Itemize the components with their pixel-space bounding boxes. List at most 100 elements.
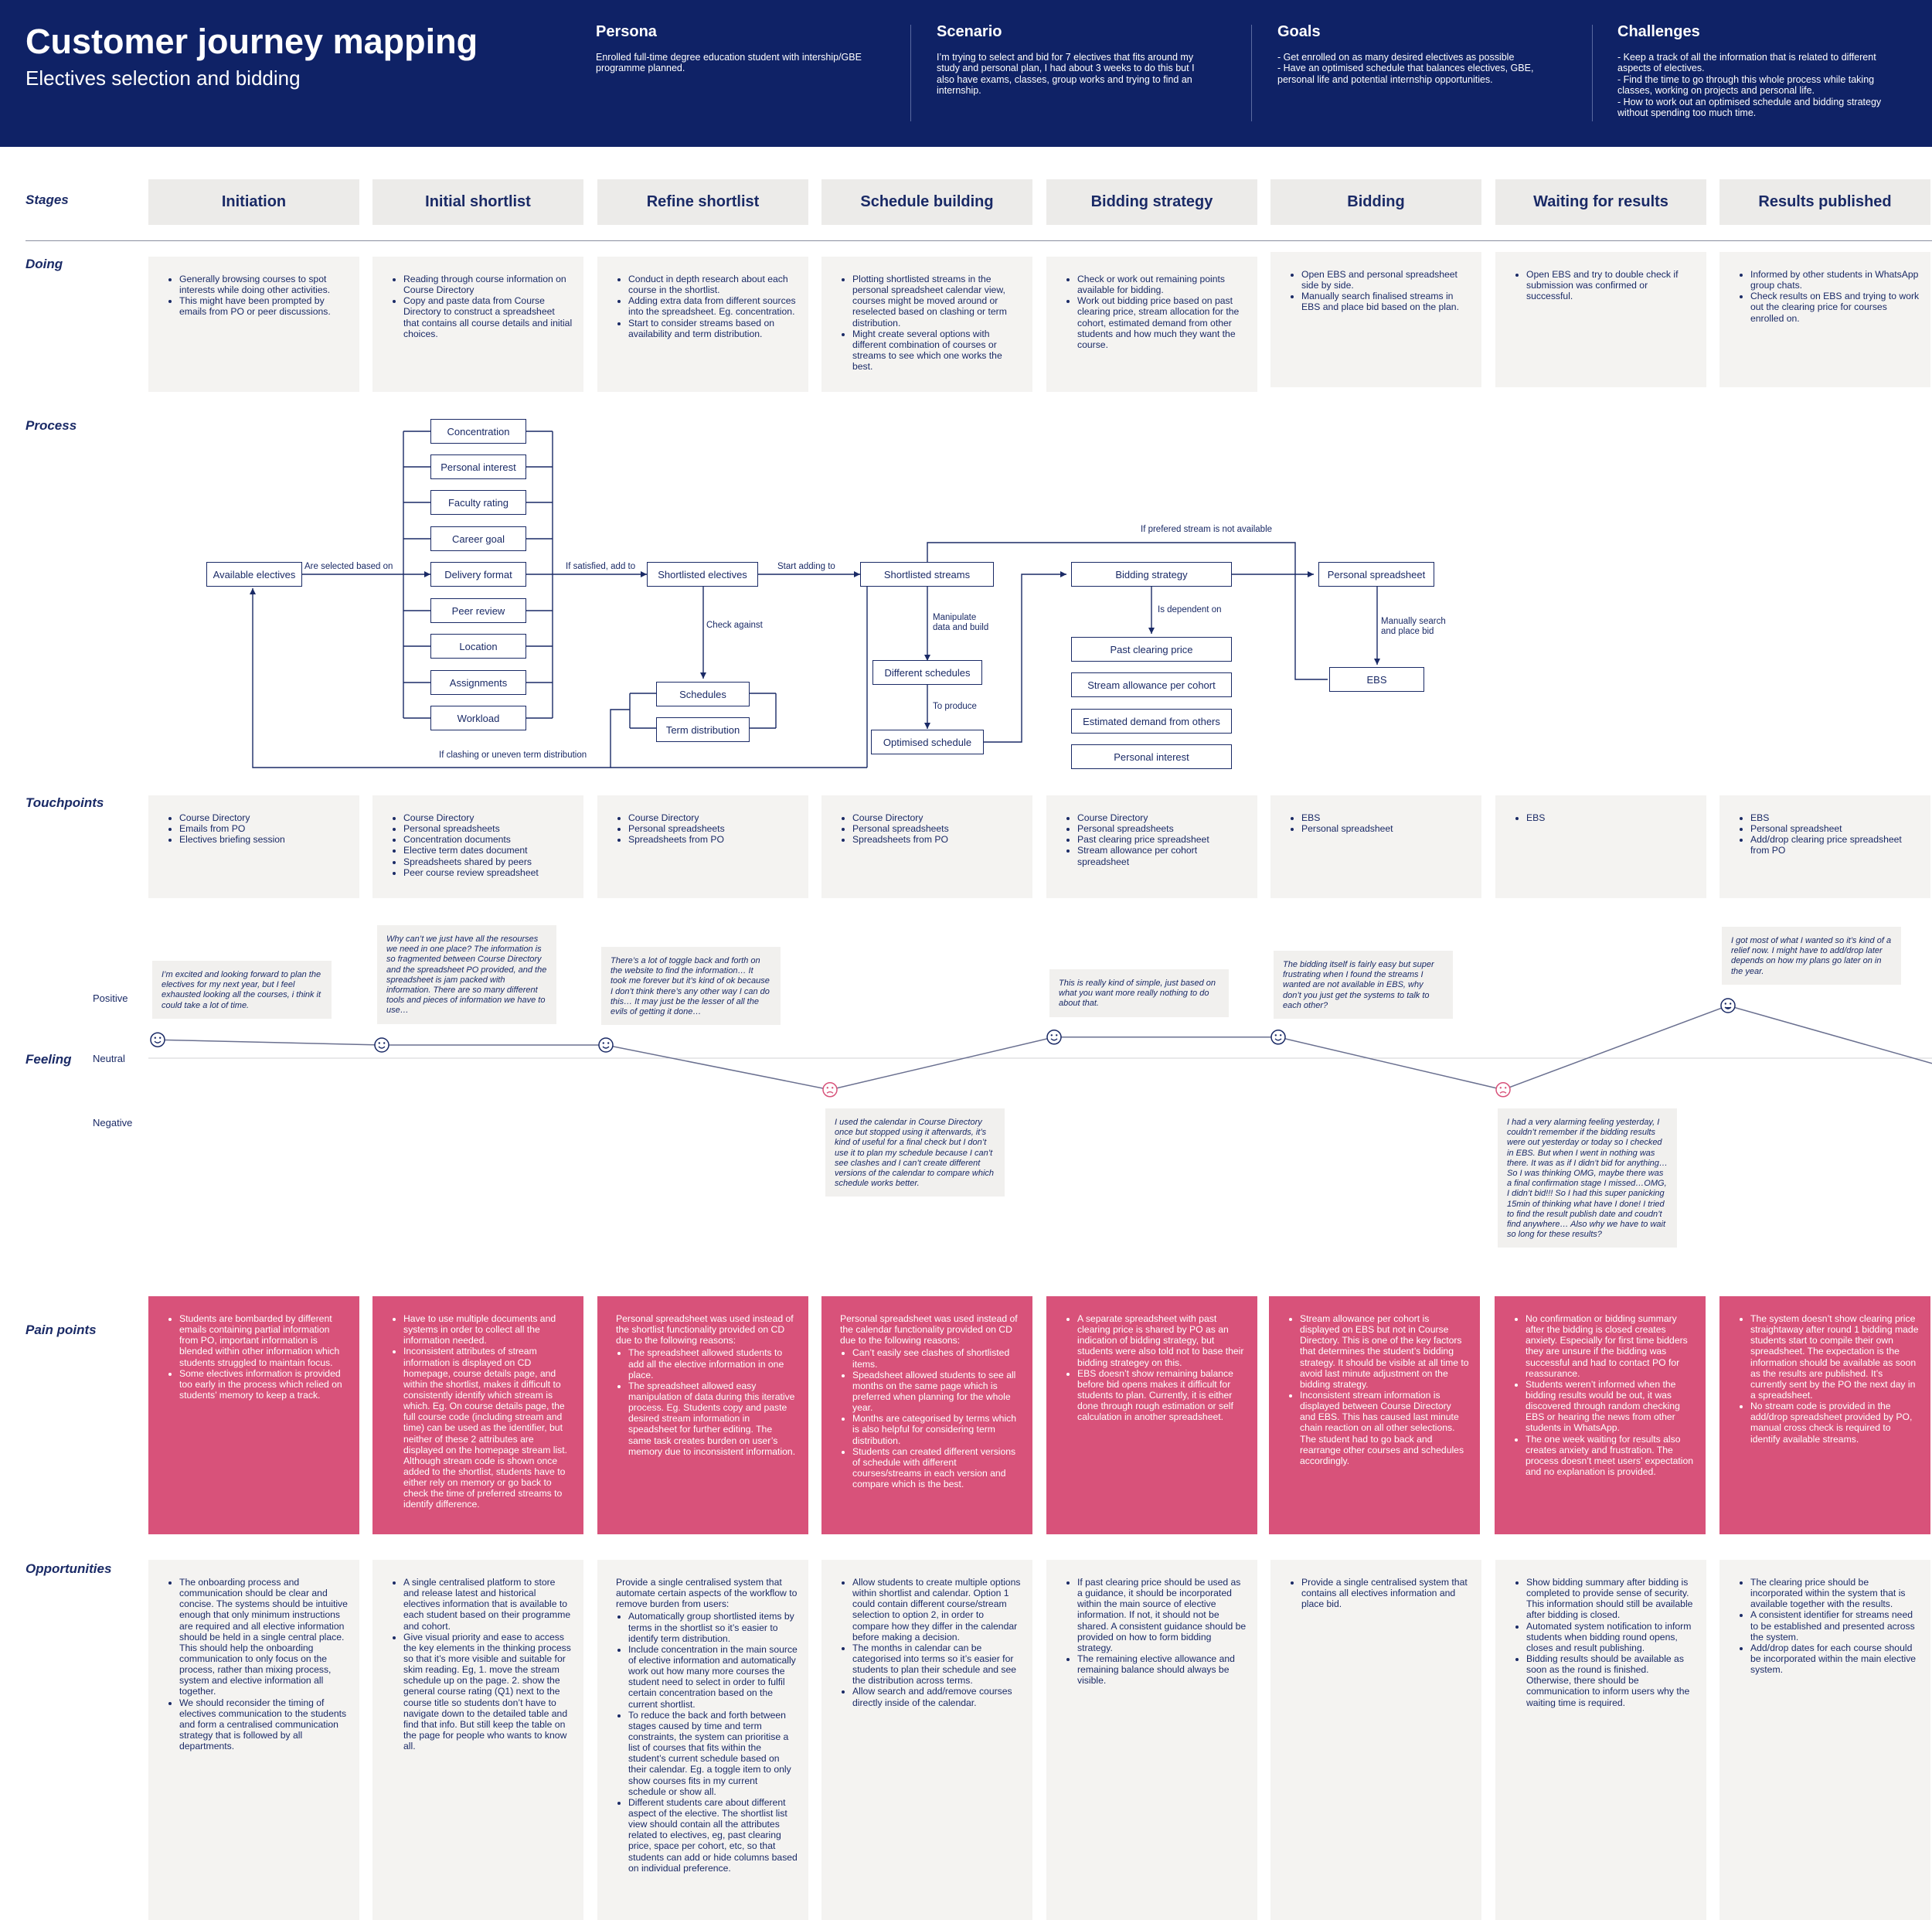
list-item: The system doesn’t show clearing price s…	[1750, 1313, 1920, 1401]
list-item: Course Directory	[628, 812, 798, 823]
list-item: Have to use multiple documents and syste…	[403, 1313, 573, 1346]
process-factor: Assignments	[430, 670, 526, 695]
process-label-start-adding-to: Start adding to	[777, 562, 835, 573]
feeling-level-negative: Negative	[93, 1117, 133, 1129]
bullet-list: Have to use multiple documents and syste…	[391, 1313, 573, 1510]
bullet-list: Can’t easily see clashes of shortlisted …	[840, 1347, 1022, 1489]
list-item: We should reconsider the timing of elect…	[179, 1697, 349, 1752]
doing-card: Informed by other students in WhatsApp g…	[1719, 252, 1930, 387]
touchpoints-card: EBSPersonal spreadsheetAdd/drop clearing…	[1719, 795, 1930, 898]
stage-initiation: Initiation	[148, 179, 359, 225]
list-item: Months are categorised by terms which is…	[852, 1413, 1022, 1445]
row-label-opportunities: Opportunities	[26, 1561, 112, 1576]
list-item: Emails from PO	[179, 823, 349, 834]
bullet-list: Plotting shortlisted streams in the pers…	[840, 274, 1022, 372]
header-divider	[1251, 25, 1252, 121]
opportunity-card: The clearing price should be incorporate…	[1719, 1560, 1930, 1920]
bullet-list: Course DirectoryPersonal spreadsheetsSpr…	[616, 812, 798, 845]
list-item: Personal spreadsheets	[628, 823, 798, 834]
process-label-to-produce: To produce	[933, 702, 977, 713]
list-item: The spreadsheet allowed easy manipulatio…	[628, 1380, 798, 1457]
page-subtitle: Electives selection and bidding	[26, 66, 301, 90]
process-node-available-electives: Available electives	[206, 562, 302, 587]
stage-refine-shortlist: Refine shortlist	[597, 179, 808, 225]
list-item: Some electives information is provided t…	[179, 1368, 349, 1401]
page-title: Customer journey mapping	[26, 22, 478, 61]
persona-column: Persona Enrolled full-time degree educat…	[596, 23, 920, 74]
list-item: Personal spreadsheets	[852, 823, 1022, 834]
opportunity-card: Provide a single centralised system that…	[597, 1560, 808, 1920]
list-item: The months in calendar can be categorise…	[852, 1643, 1022, 1687]
list-item: A single centralised platform to store a…	[403, 1577, 573, 1632]
bullet-list: A separate spreadsheet with past clearin…	[1065, 1313, 1247, 1422]
row-label-feeling: Feeling	[26, 1052, 72, 1067]
list-item: Students weren’t informed when the biddi…	[1526, 1379, 1695, 1434]
pain-point-card: Personal spreadsheet was used instead of…	[821, 1296, 1032, 1534]
list-item: Show bidding summary after bidding is co…	[1526, 1577, 1696, 1621]
list-item: Concentration documents	[403, 834, 573, 845]
process-factor: Location	[430, 634, 526, 659]
process-factor: Personal interest	[430, 454, 526, 479]
list-item: Students can created different versions …	[852, 1446, 1022, 1490]
list-item: Peer course review spreadsheet	[403, 867, 573, 878]
bullet-list: The onboarding process and communication…	[167, 1577, 349, 1751]
bullet-list: The spreadsheet allowed students to add …	[616, 1347, 798, 1456]
stage-initial-shortlist: Initial shortlist	[372, 179, 583, 225]
list-item: Can’t easily see clashes of shortlisted …	[852, 1347, 1022, 1369]
list-item: The spreadsheet allowed students to add …	[628, 1347, 798, 1380]
list-item: Allow search and add/remove courses dire…	[852, 1686, 1022, 1707]
row-label-stages: Stages	[26, 192, 69, 207]
list-item: Start to consider streams based on avail…	[628, 318, 798, 339]
touchpoints-card: Course DirectoryPersonal spreadsheetsCon…	[372, 795, 583, 898]
list-item: Personal spreadsheets	[1077, 823, 1247, 834]
header-divider	[910, 25, 911, 121]
list-item: Add/drop clearing price spreadsheet from…	[1750, 834, 1920, 856]
list-item: Plotting shortlisted streams in the pers…	[852, 274, 1022, 329]
list-item: Personal spreadsheets	[403, 823, 573, 834]
process-factor: Career goal	[430, 526, 526, 551]
bullet-list: Course DirectoryEmails from POElectives …	[167, 812, 349, 845]
challenges-column: Challenges - Keep a track of all the inf…	[1617, 23, 1932, 118]
touchpoints-card: Course DirectoryPersonal spreadsheetsSpr…	[821, 795, 1032, 898]
row-label-pain-points: Pain points	[26, 1323, 97, 1337]
pain-point-card: Have to use multiple documents and syste…	[372, 1296, 583, 1534]
bullet-list: EBSPersonal spreadsheetAdd/drop clearing…	[1738, 812, 1920, 856]
list-item: Might create several options with differ…	[852, 329, 1022, 373]
process-dependency: Personal interest	[1071, 744, 1232, 769]
stage-divider-line	[26, 240, 1932, 241]
card-intro: Personal spreadsheet was used instead of…	[616, 1313, 794, 1346]
bullet-list: Course DirectoryPersonal spreadsheetsCon…	[391, 812, 573, 878]
list-item: Stream allowance per cohort is displayed…	[1300, 1313, 1469, 1390]
feeling-quote: There’s a lot of toggle back and forth o…	[601, 947, 781, 1026]
pain-point-card: The system doesn’t show clearing price s…	[1719, 1296, 1930, 1534]
list-item: Provide a single centralised system that…	[1301, 1577, 1471, 1609]
feeling-quote: I got most of what I wanted so it’s kind…	[1722, 927, 1901, 985]
list-item: Include concentration in the main source…	[628, 1644, 798, 1710]
feeling-level-positive: Positive	[93, 992, 128, 1004]
list-item: Reading through course information on Co…	[403, 274, 573, 295]
list-item: A separate spreadsheet with past clearin…	[1077, 1313, 1247, 1368]
list-item: If past clearing price should be used as…	[1077, 1577, 1247, 1653]
feeling-quote: I used the calendar in Course Directory …	[825, 1108, 1005, 1197]
list-item: Add/drop dates for each course should be…	[1750, 1643, 1920, 1675]
list-item: Open EBS and try to double check if subm…	[1526, 269, 1696, 301]
bullet-list: A single centralised platform to store a…	[391, 1577, 573, 1751]
list-item: Course Directory	[403, 812, 573, 823]
process-node-personal-spreadsheet: Personal spreadsheet	[1318, 562, 1434, 587]
scenario-heading: Scenario	[937, 23, 1002, 40]
doing-card: Check or work out remaining points avail…	[1046, 257, 1257, 392]
challenges-text: - Keep a track of all the information th…	[1617, 52, 1882, 118]
bullet-list: Course DirectoryPersonal spreadsheetsPas…	[1065, 812, 1247, 867]
pain-point-card: No confirmation or bidding summary after…	[1495, 1296, 1706, 1534]
list-item: Personal spreadsheet	[1301, 823, 1471, 834]
scenario-column: Scenario I’m trying to select and bid fo…	[937, 23, 1261, 97]
process-node-optimised-schedule: Optimised schedule	[871, 730, 984, 754]
row-label-doing: Doing	[26, 257, 63, 271]
list-item: Different students care about different …	[628, 1797, 798, 1874]
list-item: Spreadsheets shared by peers	[403, 856, 573, 867]
process-factor: Concentration	[430, 419, 526, 444]
list-item: Give visual priority and ease to access …	[403, 1632, 573, 1752]
bullet-list: Allow students to create multiple option…	[840, 1577, 1022, 1708]
smile-face-icon	[150, 1032, 165, 1047]
bullet-list: EBS	[1514, 812, 1696, 823]
